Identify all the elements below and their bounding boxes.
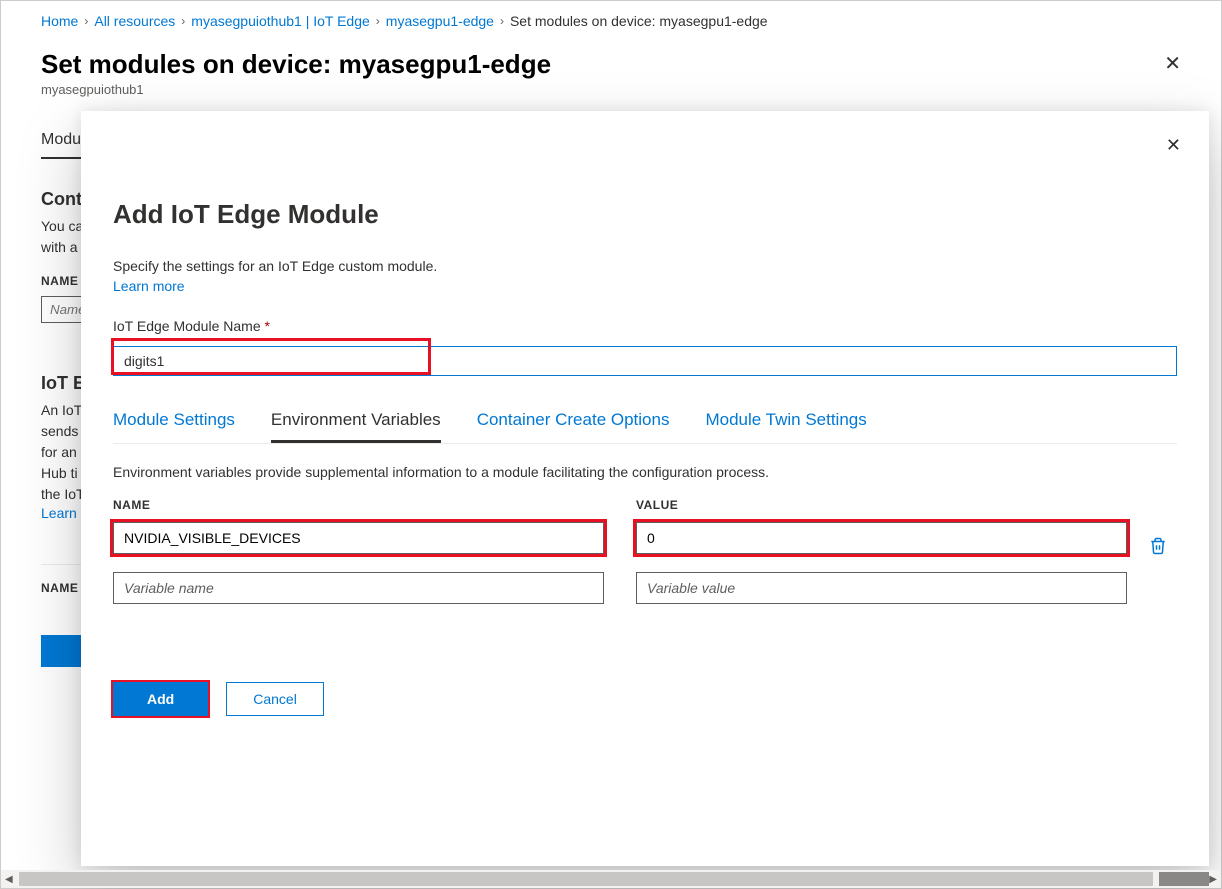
breadcrumb-home[interactable]: Home <box>41 13 78 29</box>
page-header: Set modules on device: myasegpu1-edge my… <box>1 41 1221 107</box>
env-value-header: VALUE <box>636 498 1127 512</box>
panel-tabs: Module Settings Environment Variables Co… <box>113 410 1177 444</box>
add-button[interactable]: Add <box>113 682 208 716</box>
panel-close-icon[interactable]: ✕ <box>1166 135 1181 156</box>
learn-more-link[interactable]: Learn more <box>113 278 1177 294</box>
horizontal-scrollbar[interactable]: ◀ ▶ <box>1 870 1221 888</box>
required-asterisk: * <box>265 318 270 334</box>
page-title: Set modules on device: myasegpu1-edge <box>41 49 1181 80</box>
breadcrumb-edge-device[interactable]: myasegpu1-edge <box>386 13 494 29</box>
tab-description: Environment variables provide supplement… <box>113 464 1177 480</box>
env-name-input-0[interactable] <box>113 522 604 554</box>
chevron-right-icon: › <box>500 14 504 28</box>
env-name-header: NAME <box>113 498 604 512</box>
breadcrumb-iothub[interactable]: myasegpuiothub1 | IoT Edge <box>191 13 370 29</box>
scroll-right-icon[interactable]: ▶ <box>1209 874 1217 885</box>
env-value-input-new[interactable] <box>636 572 1127 604</box>
panel-title: Add IoT Edge Module <box>113 199 1177 230</box>
add-module-panel: ✕ Add IoT Edge Module Specify the settin… <box>81 111 1209 866</box>
tab-module-settings[interactable]: Module Settings <box>113 410 235 443</box>
env-variables-table: NAME VALUE <box>113 498 1127 622</box>
panel-actions: Add Cancel <box>113 682 1177 716</box>
scroll-thumb-end <box>1159 872 1209 886</box>
page-subtitle: myasegpuiothub1 <box>41 82 1181 97</box>
chevron-right-icon: › <box>181 14 185 28</box>
scroll-left-icon[interactable]: ◀ <box>5 874 13 885</box>
delete-icon[interactable] <box>1149 536 1167 559</box>
close-icon[interactable]: ✕ <box>1164 51 1181 76</box>
breadcrumb-current: Set modules on device: myasegpu1-edge <box>510 13 768 29</box>
breadcrumb: Home › All resources › myasegpuiothub1 |… <box>1 1 1221 41</box>
tab-module-twin-settings[interactable]: Module Twin Settings <box>705 410 866 443</box>
chevron-right-icon: › <box>84 14 88 28</box>
scroll-thumb[interactable] <box>19 872 1154 886</box>
cancel-button[interactable]: Cancel <box>226 682 324 716</box>
module-name-input[interactable] <box>113 346 1177 376</box>
panel-description: Specify the settings for an IoT Edge cus… <box>113 258 1177 274</box>
bg-learn-link[interactable]: Learn <box>41 505 77 521</box>
tab-container-create-options[interactable]: Container Create Options <box>477 410 670 443</box>
tab-environment-variables[interactable]: Environment Variables <box>271 410 441 443</box>
chevron-right-icon: › <box>376 14 380 28</box>
module-name-label: IoT Edge Module Name * <box>113 318 1177 334</box>
env-name-input-new[interactable] <box>113 572 604 604</box>
env-value-input-0[interactable] <box>636 522 1127 554</box>
breadcrumb-all-resources[interactable]: All resources <box>94 13 175 29</box>
